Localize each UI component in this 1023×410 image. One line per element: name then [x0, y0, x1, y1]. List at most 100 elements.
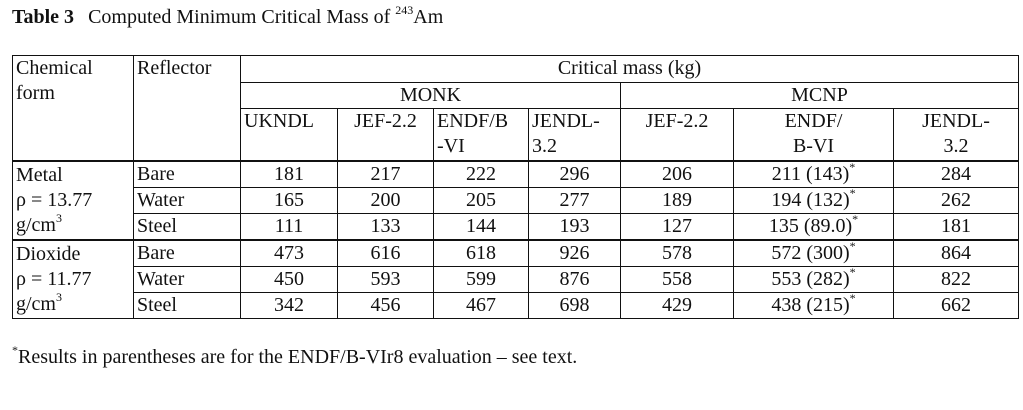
- form-cell: Metal ρ = 13.77 g/cm3: [12, 160, 134, 241]
- value-text: 467: [466, 294, 496, 316]
- value-cell: 467: [433, 292, 529, 319]
- library-header: ENDF/B-VI: [733, 108, 894, 162]
- data-row: Metal ρ = 13.77 g/cm3 Bare 181 217 222 296 206 21…: [12, 160, 1019, 241]
- reflector-cell: Bare: [133, 239, 241, 267]
- header-text: JENDL-: [532, 110, 600, 132]
- value-text: 135 (89.0): [768, 215, 853, 237]
- value-cell: 144: [433, 213, 529, 241]
- value-cell: 206: [620, 160, 734, 188]
- value-text: 926: [559, 242, 590, 264]
- header-row: UKNDL JEF-2.2 ENDF/B -VI JENDL- 3.2 JEF-2.2 END…: [13, 108, 1019, 162]
- value-cell: 593: [337, 266, 434, 293]
- value-text: 111: [274, 215, 304, 237]
- value-cell: 618: [433, 239, 529, 267]
- header-text: form: [16, 82, 55, 104]
- library-header: ENDF/B-VI: [433, 108, 529, 162]
- value-cell: 111: [240, 213, 338, 241]
- value-text: 277: [559, 189, 590, 211]
- value-marker: *: [849, 160, 856, 174]
- value-cell: 296: [528, 160, 621, 188]
- value-cell: 558: [620, 266, 734, 293]
- value-text: 222: [466, 163, 496, 185]
- header-text: UKNDL: [244, 110, 314, 132]
- value-marker: *: [849, 265, 856, 279]
- value-marker: *: [849, 186, 856, 200]
- value-cell: 616: [337, 239, 434, 267]
- value-text: 593: [370, 268, 401, 290]
- footnote: *Results in parentheses are for the ENDF…: [12, 344, 578, 369]
- caption-superscript: 243: [395, 3, 414, 17]
- value-cell: 200: [337, 187, 434, 214]
- data-row: Steel 342 456 467 698 429 438 (215)* 662: [13, 291, 1019, 319]
- value-cell: 262: [893, 187, 1019, 214]
- code-header: MCNP: [620, 82, 1019, 109]
- form-text: ρ = 11.77: [16, 268, 92, 290]
- header-cell: Critical mass (kg): [240, 55, 1019, 83]
- value-cell: 599: [433, 266, 529, 293]
- value-marker: *: [849, 291, 856, 305]
- value-cell: 876: [528, 266, 621, 293]
- value-text: 262: [941, 189, 971, 211]
- value-cell: 189: [620, 187, 734, 214]
- form-superscript: 3: [56, 290, 62, 304]
- value-text: 127: [662, 215, 692, 237]
- value-cell: 864: [893, 239, 1019, 267]
- value-cell: 181: [893, 213, 1019, 241]
- header-cell: Reflector: [133, 55, 241, 162]
- form-text: Metal: [16, 164, 63, 186]
- value-cell: 165: [240, 187, 338, 214]
- value-text: 205: [466, 189, 496, 211]
- value-cell: 926: [528, 239, 621, 267]
- value-cell: 662: [893, 292, 1019, 319]
- header-row: Chemical form Reflector Critical mass (kg): [12, 55, 1019, 162]
- value-text: 189: [662, 189, 692, 211]
- value-cell: 194 (132)*: [733, 186, 894, 214]
- value-text: 193: [559, 215, 590, 237]
- value-cell: 193: [528, 213, 621, 241]
- value-cell: 135 (89.0)*: [733, 213, 894, 241]
- value-cell: 222: [433, 160, 529, 188]
- reflector-cell: Steel: [133, 292, 241, 319]
- value-text: 438 (215): [771, 294, 850, 316]
- value-cell: 217: [337, 160, 434, 188]
- value-text: 864: [941, 242, 971, 264]
- value-text: 133: [370, 215, 401, 237]
- value-text: 662: [941, 294, 971, 316]
- reflector-cell: Water: [133, 266, 241, 293]
- footnote-text: Results in parentheses are for the ENDF/…: [18, 346, 578, 368]
- form-text: ρ = 13.77: [16, 189, 93, 211]
- value-text: 194 (132): [771, 189, 850, 211]
- value-text: 618: [466, 242, 496, 264]
- value-cell: 181: [240, 160, 338, 188]
- value-text: 876: [559, 268, 590, 290]
- value-text: 473: [274, 242, 304, 264]
- value-text: 572 (300): [771, 242, 850, 264]
- value-text: 342: [274, 294, 304, 316]
- value-cell: 822: [893, 266, 1019, 293]
- value-text: 200: [370, 189, 401, 211]
- table-body: Chemical form Reflector Critical mass (kg) M…: [12, 55, 1019, 319]
- form-text: g/cm3: [16, 290, 62, 315]
- table: Chemical form Reflector Critical mass (kg) M…: [12, 55, 1019, 319]
- data-row: Water 450 593 599 876 558 553 (282)* 822: [13, 265, 1019, 293]
- value-text: 144: [466, 215, 496, 237]
- header-text: JENDL-: [922, 110, 990, 132]
- form-superscript: 3: [56, 211, 62, 225]
- value-cell: 473: [240, 239, 338, 267]
- value-text: 698: [559, 294, 590, 316]
- value-text: 296: [559, 163, 590, 185]
- value-text: 578: [662, 242, 692, 264]
- caption-text: Computed Minimum Critical Mass of: [88, 6, 391, 28]
- reflector-cell: Steel: [133, 213, 241, 241]
- value-cell: 429: [620, 292, 734, 319]
- value-text: 211 (143): [771, 163, 850, 185]
- header-text: ENDF/B: [437, 110, 509, 132]
- caption-label: Table 3: [12, 6, 75, 28]
- value-text: 553 (282): [771, 268, 850, 290]
- value-text: 558: [662, 268, 692, 290]
- data-row: Water 165 200 205 277 189 194 (132)* 262: [13, 186, 1019, 214]
- value-cell: 450: [240, 266, 338, 293]
- value-cell: 205: [433, 187, 529, 214]
- data-row: Dioxide ρ = 11.77 g/cm3 Bare 473 616 618 926 578…: [12, 239, 1019, 319]
- value-text: 599: [466, 268, 496, 290]
